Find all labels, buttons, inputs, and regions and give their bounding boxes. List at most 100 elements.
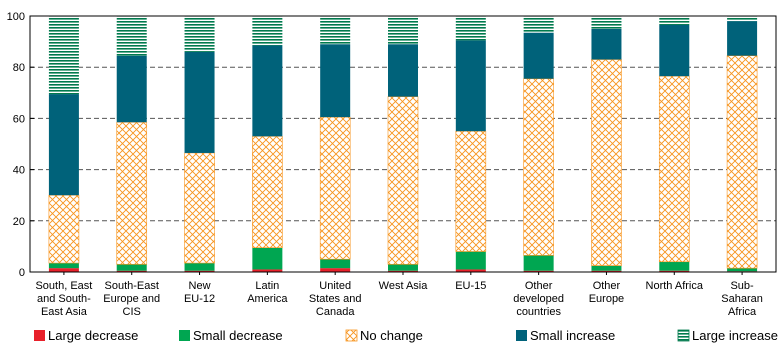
x-category-label-line: North Africa	[646, 280, 704, 292]
bar-small-decrease-west-asia	[388, 264, 418, 271]
bar-no-change-latin-america	[252, 136, 283, 248]
bar-large-decrease-west-asia	[388, 270, 418, 272]
legend-swatch-large-decrease	[34, 330, 45, 341]
bar-no-change-north-africa	[658, 75, 690, 263]
bar-no-change-united-states-and-canada	[319, 116, 351, 260]
x-category-label: North Africa	[646, 280, 704, 292]
bar-stack-new-eu-12	[184, 16, 215, 272]
x-category-label-line: New	[189, 280, 211, 292]
x-category-label: United States and Canada	[309, 280, 362, 318]
bar-stack-south-east-europe-and-cis	[116, 16, 148, 272]
bar-large-increase-latin-america	[252, 16, 283, 46]
x-category-label-line: Latin	[255, 280, 279, 292]
y-tick-label: 100	[7, 11, 25, 23]
bar-large-decrease-latin-america	[252, 269, 283, 272]
x-category-label-line: countries	[516, 306, 561, 318]
bar-small-decrease-latin-america	[252, 247, 283, 270]
bar-no-change-sub-saharan-africa	[726, 55, 758, 269]
bar-no-change-west-asia	[387, 96, 419, 265]
bar-small-increase-west-asia	[388, 44, 418, 97]
x-category-label-line: United	[319, 280, 351, 292]
legend-swatch-small-decrease	[179, 330, 190, 341]
bar-no-change-south-east-and-south-east-asia	[48, 194, 80, 264]
bar-no-change-other-europe	[591, 59, 622, 266]
bar-stack-south-east-and-south-east-asia	[48, 16, 80, 272]
bar-small-increase-latin-america	[252, 45, 283, 137]
bar-stack-other-europe	[591, 16, 622, 272]
x-category-label-line: East Asia	[41, 306, 88, 318]
x-category-label: EU-15	[455, 280, 486, 292]
bar-large-decrease-south-east-europe-and-cis	[116, 270, 147, 272]
bar-large-increase-united-states-and-canada	[320, 16, 351, 45]
x-category-label: Latin America	[247, 280, 288, 305]
bar-small-decrease-north-africa	[659, 261, 690, 271]
y-tick-label: 0	[19, 267, 25, 279]
x-category-label: Sub-Saharan Africa	[721, 280, 763, 318]
legend-swatch-small-increase	[516, 330, 527, 341]
bar-small-decrease-other-europe	[591, 265, 622, 271]
bar-large-decrease-other-europe	[591, 270, 622, 272]
bar-stack-united-states-and-canada	[319, 16, 351, 272]
legend-label-no-change: No change	[360, 328, 423, 343]
legend-swatch-no-change	[345, 329, 358, 342]
bar-stack-west-asia	[387, 16, 419, 272]
x-category-label-line: Africa	[728, 306, 757, 318]
bar-large-increase-south-east-and-south-east-asia	[48, 16, 79, 95]
x-category-label: South-East Europe and CIS	[103, 280, 160, 318]
legend-swatch-large-increase	[677, 329, 690, 342]
bar-large-decrease-eu-15	[455, 269, 486, 272]
y-tick-label: 40	[13, 165, 25, 177]
x-category-label-line: developed	[513, 293, 564, 305]
bar-small-increase-united-states-and-canada	[320, 44, 351, 118]
bar-small-decrease-eu-15	[455, 251, 486, 270]
bar-small-increase-other-europe	[591, 28, 622, 60]
bar-small-decrease-other-developed-countries	[523, 255, 554, 271]
x-category-label-line: and South-	[37, 293, 91, 305]
bar-large-decrease-other-developed-countries	[523, 270, 554, 272]
bars	[48, 16, 758, 272]
bar-small-decrease-sub-saharan-africa	[727, 268, 758, 272]
bar-large-increase-other-europe	[591, 16, 622, 29]
bar-no-change-south-east-europe-and-cis	[116, 121, 148, 265]
axes: 0 20 40 60 80 100 South, East and South-East As…	[7, 11, 777, 318]
bar-large-decrease-new-eu-12	[184, 270, 215, 272]
y-tick-label: 80	[13, 62, 25, 74]
x-category-label-line: Europe	[589, 293, 624, 305]
bar-large-increase-south-east-europe-and-cis	[116, 16, 147, 56]
x-category-label: West Asia	[379, 280, 429, 292]
x-category-label-line: South-East	[105, 280, 159, 292]
bar-large-increase-west-asia	[388, 16, 418, 45]
legend-label-large-decrease: Large decrease	[48, 328, 138, 343]
bar-small-increase-sub-saharan-africa	[727, 21, 758, 56]
bar-large-increase-other-developed-countries	[523, 16, 554, 33]
legend-label-large-increase: Large increase	[692, 328, 778, 343]
bar-stack-north-africa	[658, 16, 690, 272]
bar-small-decrease-south-east-and-south-east-asia	[48, 263, 79, 269]
x-category-label: Other Europe	[589, 280, 624, 305]
y-tick-label: 60	[13, 113, 25, 125]
x-category-label-line: EU-12	[184, 293, 215, 305]
bar-small-decrease-south-east-europe-and-cis	[116, 264, 147, 271]
bar-small-increase-eu-15	[455, 40, 486, 132]
x-category-label-line: Other	[593, 280, 621, 292]
bar-no-change-new-eu-12	[184, 152, 215, 264]
bar-large-increase-eu-15	[455, 16, 486, 41]
bar-small-decrease-united-states-and-canada	[320, 259, 351, 269]
bar-large-decrease-south-east-and-south-east-asia	[48, 268, 79, 272]
bar-small-increase-new-eu-12	[184, 51, 215, 153]
x-category-label-line: Canada	[316, 306, 355, 318]
x-category-label: Other developed countries	[513, 280, 564, 318]
bar-stack-other-developed-countries	[523, 16, 554, 272]
x-category-label-line: America	[247, 293, 288, 305]
bar-stack-latin-america	[252, 16, 283, 272]
legend-label-small-decrease: Small decrease	[193, 328, 283, 343]
x-category-label: South, East and South-East Asia	[35, 280, 92, 318]
bar-large-decrease-united-states-and-canada	[320, 268, 351, 272]
bar-large-increase-new-eu-12	[184, 16, 215, 52]
bar-small-decrease-new-eu-12	[184, 263, 215, 271]
bar-large-increase-sub-saharan-africa	[727, 16, 758, 22]
bar-small-increase-south-east-and-south-east-asia	[48, 94, 79, 196]
x-category-label-line: Saharan	[721, 293, 763, 305]
x-category-label-line: West Asia	[379, 280, 429, 292]
